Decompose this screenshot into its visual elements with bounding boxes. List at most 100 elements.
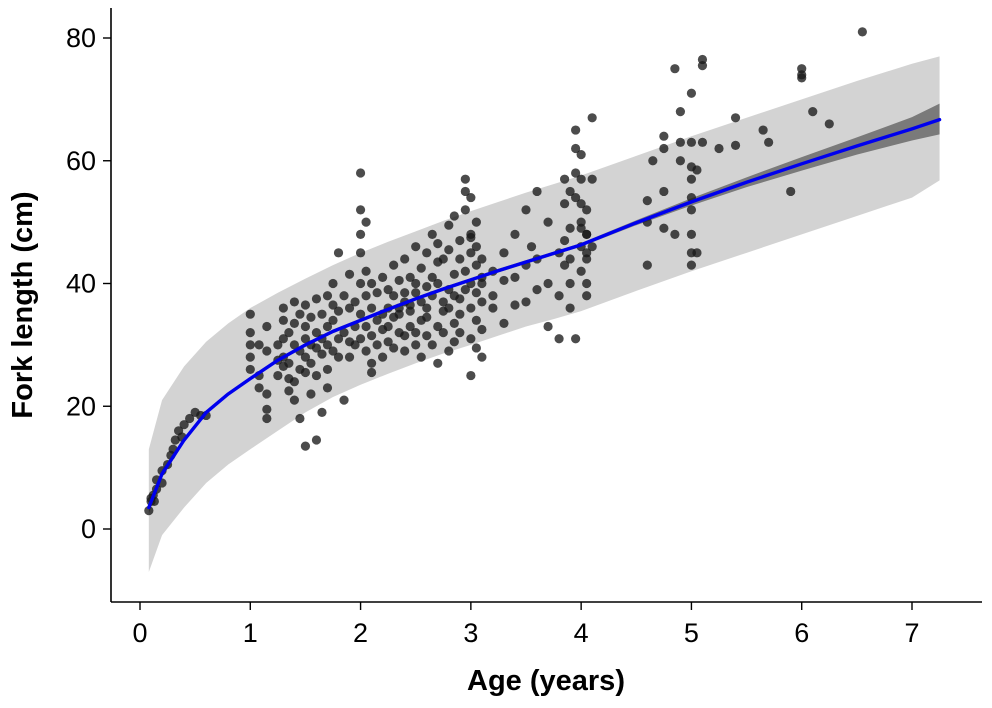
data-point [675, 156, 686, 166]
x-tick-label: 2 [353, 618, 368, 648]
data-point [697, 137, 708, 147]
data-point [438, 297, 448, 307]
data-point [460, 174, 470, 184]
data-point [295, 309, 305, 319]
data-point [400, 331, 410, 341]
data-point [488, 291, 498, 301]
data-point [262, 346, 272, 356]
data-point [686, 205, 697, 215]
data-point [355, 334, 366, 344]
data-point [427, 340, 437, 350]
data-point [284, 386, 294, 396]
data-point [289, 340, 299, 350]
data-point [786, 186, 796, 197]
data-point [582, 291, 592, 301]
data-point [471, 260, 481, 270]
data-point [344, 269, 355, 279]
data-point [322, 340, 333, 350]
data-point [692, 248, 702, 258]
data-point [582, 205, 592, 215]
data-point [659, 143, 669, 154]
data-point [471, 288, 481, 298]
data-point [416, 263, 426, 273]
data-point [361, 291, 371, 301]
data-point [560, 199, 570, 209]
data-point [565, 223, 575, 233]
data-point [262, 321, 272, 332]
data-point [714, 143, 724, 154]
data-point [422, 331, 432, 341]
data-point [466, 192, 476, 203]
data-point [565, 278, 575, 289]
data-point [394, 275, 404, 286]
data-point [306, 312, 316, 322]
data-point [455, 254, 465, 264]
data-point [510, 300, 520, 310]
data-point [333, 352, 344, 362]
data-point [438, 254, 448, 264]
data-point [289, 297, 299, 307]
fit-line-layer [147, 117, 942, 510]
data-point [383, 337, 393, 347]
data-point [311, 294, 322, 304]
data-point [339, 291, 349, 301]
data-point [416, 352, 426, 362]
data-point [422, 248, 432, 258]
data-point [670, 229, 680, 239]
data-point [455, 235, 465, 246]
data-point [571, 334, 581, 344]
data-point [367, 278, 377, 289]
x-axis-ticks: 0 1 2 3 4 5 6 7 [132, 602, 920, 648]
data-point [300, 367, 311, 378]
data-point [372, 288, 382, 298]
data-point [273, 370, 283, 381]
data-point [455, 294, 465, 304]
data-point [499, 318, 509, 328]
x-tick-label: 3 [463, 618, 478, 648]
data-point [510, 229, 520, 239]
data-point [344, 352, 355, 362]
data-point [361, 266, 371, 276]
data-point [383, 285, 393, 295]
data-point [400, 254, 410, 264]
data-point [449, 211, 459, 221]
data-point [471, 217, 481, 227]
data-point [543, 278, 553, 289]
data-point [372, 340, 382, 350]
data-point [322, 383, 333, 393]
data-point [405, 321, 415, 332]
data-point [322, 291, 333, 301]
data-point [642, 260, 652, 270]
data-point [245, 328, 255, 338]
fit-line [147, 117, 942, 510]
data-point [675, 137, 686, 147]
data-point [477, 352, 487, 362]
data-point [245, 340, 255, 350]
x-tick-label: 6 [794, 618, 809, 648]
data-point [582, 229, 592, 239]
x-tick-label: 0 [132, 618, 147, 648]
data-point [289, 395, 299, 405]
data-point [433, 321, 443, 332]
data-point [339, 328, 349, 338]
data-point [333, 306, 344, 316]
data-point [686, 174, 697, 184]
data-point [471, 315, 481, 325]
data-point [582, 254, 592, 264]
prediction-band-layer [148, 56, 940, 572]
data-point [460, 266, 470, 276]
data-point [686, 88, 697, 98]
data-point [587, 174, 597, 184]
data-point [433, 278, 443, 289]
data-point [477, 254, 487, 264]
data-point [576, 199, 586, 209]
data-point [697, 54, 708, 65]
data-point [576, 150, 586, 160]
data-point [543, 217, 553, 227]
data-point [350, 297, 360, 307]
y-axis-title: Fork length (cm) [7, 191, 39, 418]
data-point [554, 291, 564, 301]
data-point [571, 143, 581, 154]
y-tick-label: 60 [66, 146, 96, 176]
data-point [543, 321, 553, 332]
